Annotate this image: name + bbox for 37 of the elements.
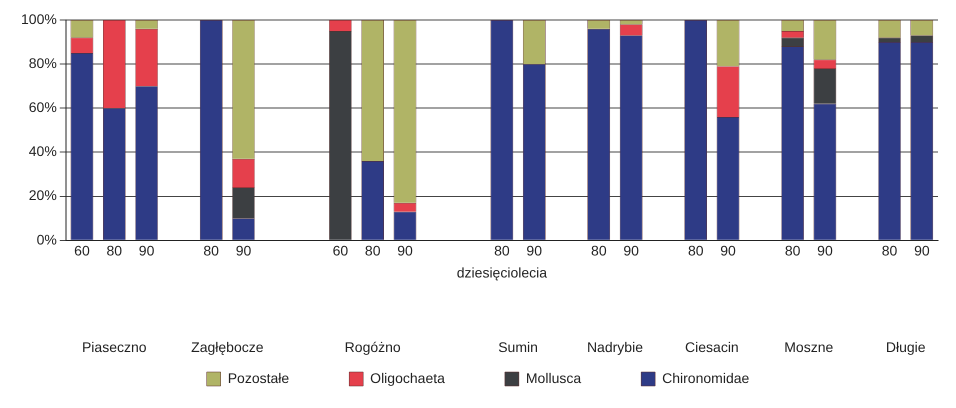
text: Sumin bbox=[498, 338, 538, 355]
x-tick-label: 90 bbox=[720, 242, 736, 259]
x-tick-label: 60 bbox=[74, 242, 90, 259]
legend-label: Mollusca bbox=[526, 370, 582, 386]
x-tick-label: 80 bbox=[591, 242, 607, 259]
x-tick-label: 90 bbox=[526, 242, 542, 259]
legend-label: Pozostałe bbox=[228, 370, 290, 386]
x-axis-title: dziesięciolecia bbox=[456, 264, 548, 280]
x-tick-label: 80 bbox=[364, 242, 381, 259]
x-tick-label: 60 bbox=[332, 242, 348, 259]
legend-label: Chironomidae bbox=[662, 370, 750, 386]
legend-label: Oligochaeta bbox=[370, 370, 446, 386]
x-tick-label: 90 bbox=[623, 242, 640, 259]
text: Moszne bbox=[784, 338, 834, 355]
x-tick-label: 90 bbox=[914, 242, 930, 259]
x-tick-label: 80 bbox=[882, 242, 898, 259]
y-tick-label: 20% bbox=[28, 187, 57, 204]
x-tick-label: 80 bbox=[106, 242, 122, 259]
y-tick-label: 100% bbox=[20, 10, 57, 27]
text: Zagłębocze bbox=[191, 338, 264, 355]
x-tick-label: 90 bbox=[397, 242, 413, 259]
x-tick-label: 80 bbox=[494, 242, 510, 259]
x-tick-label: 90 bbox=[236, 242, 252, 259]
x-tick-label: 80 bbox=[784, 242, 801, 259]
x-tick-label: 80 bbox=[688, 242, 704, 259]
y-tick-label: 40% bbox=[28, 143, 57, 160]
x-tick-label: 90 bbox=[138, 242, 155, 259]
x-tick-label: 90 bbox=[817, 242, 833, 259]
text: Długie bbox=[886, 338, 926, 355]
text: Rogóżno bbox=[344, 338, 401, 355]
y-tick-label: 80% bbox=[28, 54, 57, 71]
text: Nadrybie bbox=[586, 338, 644, 355]
text: Ciesacin bbox=[685, 338, 739, 355]
text: Piaseczno bbox=[82, 338, 147, 355]
y-tick-label: 0% bbox=[36, 231, 57, 248]
x-tick-label: 80 bbox=[203, 242, 220, 259]
y-tick-label: 60% bbox=[28, 99, 57, 116]
